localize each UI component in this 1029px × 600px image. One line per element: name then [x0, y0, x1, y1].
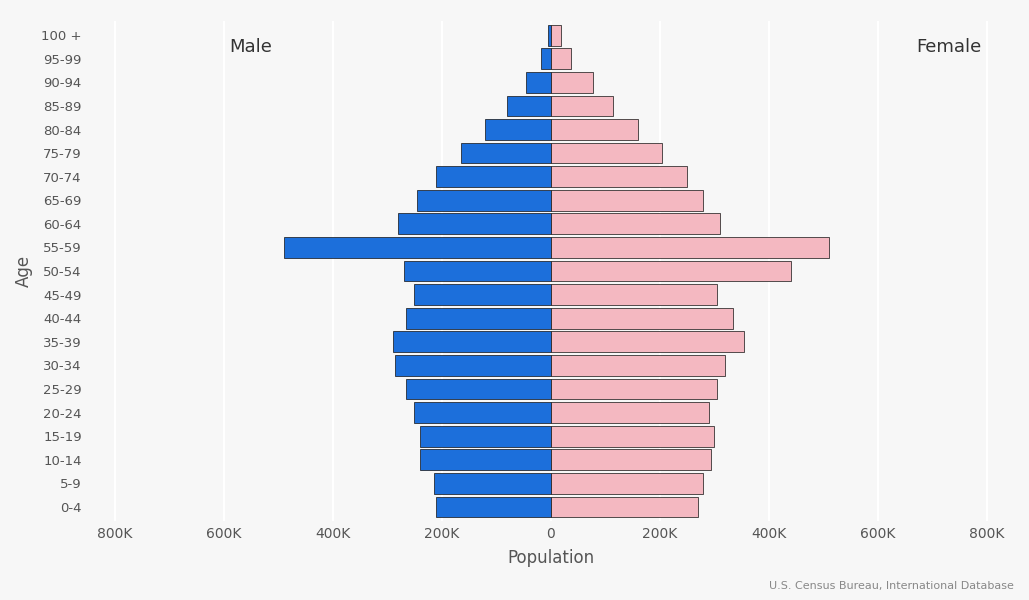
Bar — [415, 402, 551, 423]
Bar — [284, 237, 551, 258]
Text: U.S. Census Bureau, International Database: U.S. Census Bureau, International Databa… — [769, 581, 1014, 591]
Bar — [551, 25, 561, 46]
Bar — [406, 379, 551, 400]
Bar — [417, 190, 551, 211]
Bar — [403, 260, 551, 281]
Bar — [551, 237, 828, 258]
Bar — [436, 166, 551, 187]
Bar — [551, 473, 703, 494]
Bar — [551, 284, 717, 305]
Bar — [551, 426, 714, 446]
Bar — [551, 190, 703, 211]
Y-axis label: Age: Age — [15, 255, 33, 287]
Bar — [551, 497, 698, 517]
X-axis label: Population: Population — [507, 549, 595, 567]
Bar — [551, 260, 790, 281]
Bar — [551, 379, 717, 400]
Text: Male: Male — [229, 38, 273, 56]
Bar — [526, 72, 551, 93]
Bar — [436, 497, 551, 517]
Bar — [551, 331, 744, 352]
Bar — [551, 49, 571, 69]
Bar — [551, 95, 613, 116]
Bar — [551, 214, 719, 234]
Bar — [551, 72, 593, 93]
Bar — [393, 331, 551, 352]
Bar — [420, 449, 551, 470]
Bar — [398, 214, 551, 234]
Bar — [548, 25, 551, 46]
Text: Female: Female — [916, 38, 982, 56]
Bar — [551, 308, 734, 329]
Bar — [551, 166, 687, 187]
Bar — [551, 143, 663, 163]
Bar — [415, 284, 551, 305]
Bar — [420, 426, 551, 446]
Bar — [551, 402, 709, 423]
Bar — [551, 355, 725, 376]
Bar — [486, 119, 551, 140]
Bar — [507, 95, 551, 116]
Bar — [395, 355, 551, 376]
Bar — [461, 143, 551, 163]
Bar — [551, 119, 638, 140]
Bar — [406, 308, 551, 329]
Bar — [541, 49, 551, 69]
Bar — [433, 473, 551, 494]
Bar — [551, 449, 711, 470]
